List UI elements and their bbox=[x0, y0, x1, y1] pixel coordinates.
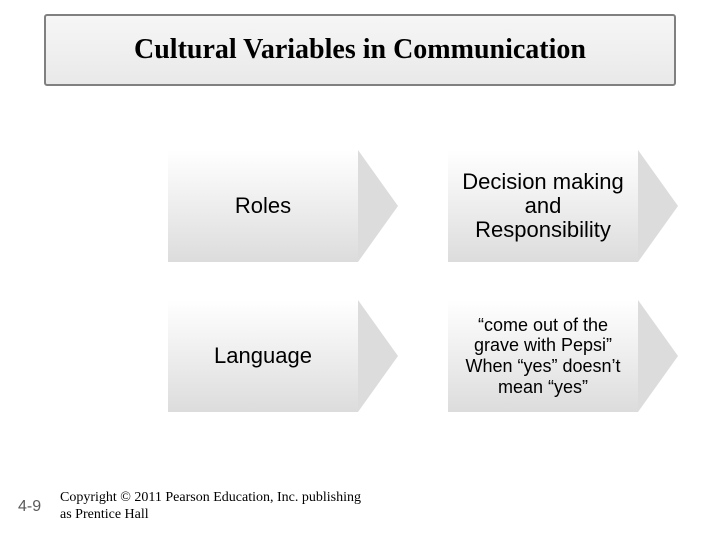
arrow-head-icon bbox=[638, 150, 678, 262]
arrow-body: “come out of the grave with Pepsi” When … bbox=[448, 300, 638, 412]
title-box: Cultural Variables in Communication bbox=[44, 14, 676, 86]
arrow-label: “come out of the grave with Pepsi” When … bbox=[458, 315, 628, 398]
slide-number: 4-9 bbox=[18, 498, 41, 516]
arrow-block: Language bbox=[168, 300, 398, 412]
copyright: Copyright © 2011 Pearson Education, Inc.… bbox=[60, 490, 361, 524]
arrow-head-icon bbox=[638, 300, 678, 412]
arrow-body: Decision making and Responsibility bbox=[448, 150, 638, 262]
arrow-body: Language bbox=[168, 300, 358, 412]
arrow-label: Language bbox=[214, 344, 312, 368]
arrow-body: Roles bbox=[168, 150, 358, 262]
page-title: Cultural Variables in Communication bbox=[134, 34, 586, 66]
copyright-line1: Copyright © 2011 Pearson Education, Inc.… bbox=[60, 490, 361, 505]
arrow-block: “come out of the grave with Pepsi” When … bbox=[448, 300, 678, 412]
arrow-head-icon bbox=[358, 300, 398, 412]
copyright-line2: as Prentice Hall bbox=[60, 507, 149, 522]
arrow-block: Roles bbox=[168, 150, 398, 262]
arrow-head-icon bbox=[358, 150, 398, 262]
arrow-block: Decision making and Responsibility bbox=[448, 150, 678, 262]
arrow-label: Decision making and Responsibility bbox=[458, 170, 628, 243]
arrow-label: Roles bbox=[235, 194, 291, 218]
